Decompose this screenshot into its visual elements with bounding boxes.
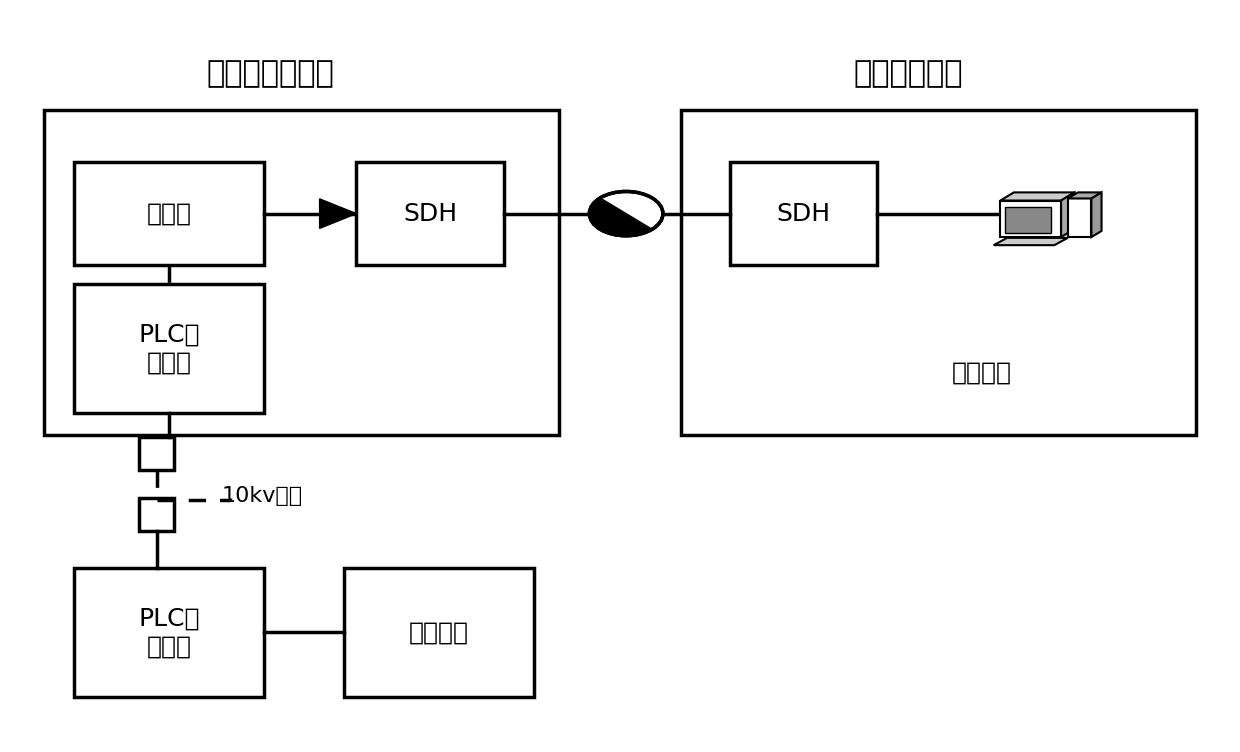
Bar [139, 437, 174, 471]
Bar [345, 568, 534, 697]
Polygon shape [1068, 193, 1101, 199]
Text: PLC主
载波机: PLC主 载波机 [139, 323, 200, 374]
Polygon shape [589, 198, 652, 236]
Text: SDH: SDH [776, 202, 831, 226]
Polygon shape [320, 199, 356, 229]
Polygon shape [1001, 193, 1075, 201]
Polygon shape [1001, 201, 1061, 237]
Text: PLC从
载波机: PLC从 载波机 [139, 607, 200, 659]
Polygon shape [1091, 193, 1101, 237]
Bar [74, 284, 264, 413]
Bar [681, 111, 1197, 435]
Text: 变电站通信机房: 变电站通信机房 [207, 59, 335, 88]
Text: 10kv线路: 10kv线路 [222, 486, 303, 505]
Bar [730, 162, 878, 265]
Bar [1006, 207, 1052, 233]
Text: 配电业务机房: 配电业务机房 [853, 59, 963, 88]
Text: SDH: SDH [403, 202, 458, 226]
Bar [74, 162, 264, 265]
Polygon shape [993, 238, 1068, 245]
Text: 交换机: 交换机 [146, 202, 192, 226]
Bar [1068, 199, 1091, 237]
Bar [139, 498, 174, 531]
Bar [43, 111, 559, 435]
Polygon shape [1061, 193, 1075, 237]
Text: 配网终端: 配网终端 [409, 620, 469, 644]
Bar [74, 568, 264, 697]
Text: 配网主站: 配网主站 [952, 360, 1012, 384]
Bar [356, 162, 503, 265]
Circle shape [589, 192, 663, 236]
